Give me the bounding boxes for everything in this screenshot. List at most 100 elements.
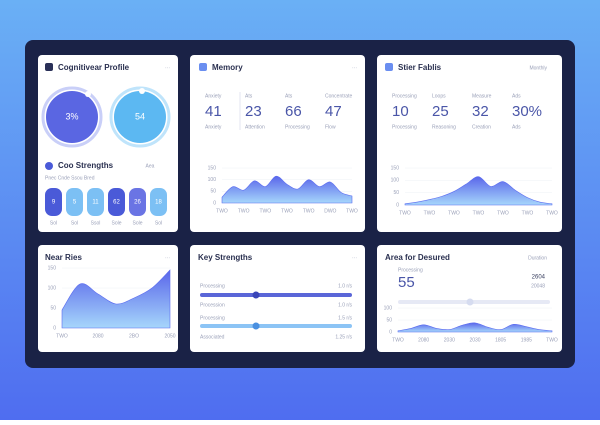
- y-tick-label: 0: [389, 329, 392, 335]
- ring-knob: [139, 88, 145, 94]
- label: 2604: [532, 275, 546, 281]
- y-tick-label: 50: [386, 317, 392, 323]
- pill: [87, 188, 104, 216]
- label: Ads: [512, 93, 521, 99]
- action: Aea: [146, 163, 155, 169]
- menu-dots[interactable]: ···: [165, 255, 170, 261]
- label: 1.0 r/s: [338, 302, 352, 308]
- icon: [45, 162, 53, 170]
- card-title: Area for Desured: [385, 253, 450, 262]
- pill: [66, 188, 83, 216]
- slider[interactable]: [200, 324, 352, 328]
- y-tick-label: 150: [208, 165, 217, 171]
- pill-label: Sol: [155, 220, 162, 226]
- pill-value: 18: [155, 200, 162, 206]
- stat-value: 25: [432, 103, 449, 120]
- card-title: Memory: [212, 63, 243, 72]
- menu-dots[interactable]: ···: [165, 65, 170, 71]
- ring-track: [41, 86, 103, 148]
- x-tick-label: DWO: [324, 208, 336, 214]
- label: Anxiety: [205, 93, 222, 99]
- label: 20048: [531, 283, 545, 289]
- pill-value: 26: [134, 200, 141, 206]
- label: 1.0 r/s: [338, 283, 352, 289]
- x-tick-label: 2050: [164, 333, 175, 339]
- pill-label: Sole: [132, 220, 142, 226]
- stat-value: 32: [472, 103, 489, 120]
- x-tick-label: TWO: [238, 208, 250, 214]
- dropdown[interactable]: Duration: [528, 255, 547, 261]
- card-title: Cognitivear Profile: [58, 63, 130, 72]
- x-tick-label: TWO: [497, 210, 509, 216]
- y-tick-label: 100: [391, 178, 400, 184]
- pill: [45, 188, 62, 216]
- x-tick-label: TWO: [56, 333, 68, 339]
- pill: [150, 188, 167, 216]
- slider-knob[interactable]: [252, 322, 260, 330]
- y-tick-label: 50: [50, 305, 56, 311]
- stat-value: 23: [245, 103, 262, 120]
- label: Processing: [392, 124, 417, 130]
- pill-value: 5: [73, 200, 77, 206]
- label: Procession: [200, 302, 225, 308]
- ring-track: [109, 86, 171, 148]
- pill-label: Sol: [50, 220, 57, 226]
- pill-label: Sol: [71, 220, 78, 226]
- y-tick-label: 100: [48, 285, 57, 291]
- stat-value: 47: [325, 103, 342, 120]
- stat-value: 41: [205, 103, 222, 120]
- section-title: Coo Strengths: [58, 161, 114, 170]
- label: Anxiety: [205, 124, 222, 130]
- label: Associated: [200, 334, 225, 340]
- slider-knob[interactable]: [466, 298, 474, 306]
- decor: [41, 63, 550, 330]
- x-tick-label: 2030: [469, 337, 480, 343]
- label: 1.5 r/s: [338, 315, 352, 321]
- y-tick-label: 50: [210, 189, 216, 195]
- card-title: Stier Fablis: [398, 63, 442, 72]
- big-value: 55: [398, 274, 415, 291]
- menu-dots[interactable]: ···: [352, 65, 357, 71]
- ring-value: 54: [135, 111, 145, 121]
- slider-knob[interactable]: [252, 291, 260, 299]
- x-tick-label: 2030: [444, 337, 455, 343]
- y-tick-label: 100: [208, 177, 217, 183]
- x-tick-label: TWO: [399, 210, 411, 216]
- slider[interactable]: [398, 300, 550, 304]
- pill-label: Ssol: [91, 220, 101, 226]
- stat-value: 10: [392, 103, 409, 120]
- y-tick-label: 150: [391, 165, 400, 171]
- card: [377, 55, 562, 232]
- x-tick-label: TWO: [522, 210, 534, 216]
- label: Processing: [285, 124, 310, 130]
- ring-value: 3%: [65, 111, 78, 121]
- label: Flow: [325, 124, 336, 130]
- card-title: Key Strengths: [198, 253, 253, 262]
- pill: [129, 188, 146, 216]
- area: [61, 269, 171, 329]
- dropdown[interactable]: Monthly: [529, 65, 547, 71]
- menu-dots[interactable]: ···: [352, 255, 357, 261]
- label: Concentrate: [325, 93, 352, 99]
- x-tick-label: TWO: [259, 208, 271, 214]
- y-tick-label: 0: [396, 202, 399, 208]
- x-tick-label: TWO: [216, 208, 228, 214]
- x-tick-label: TWO: [448, 210, 460, 216]
- label: Loops: [432, 93, 446, 99]
- label: Processing: [200, 283, 225, 289]
- x-tick-label: TWO: [346, 208, 358, 214]
- slider[interactable]: [200, 293, 352, 297]
- x-tick-label: TWO: [303, 208, 315, 214]
- x-tick-label: TWO: [281, 208, 293, 214]
- x-tick-label: TWO: [546, 210, 558, 216]
- legend: Pnec Cnde Ssou Bred: [45, 175, 95, 181]
- label: Creation: [472, 124, 491, 130]
- label: Attention: [245, 124, 265, 130]
- y-tick-label: 50: [393, 190, 399, 196]
- stat-value: 30%: [512, 103, 542, 120]
- x-tick-label: 2BO: [129, 333, 139, 339]
- card-title: Near Ries: [45, 253, 82, 262]
- x-tick-label: 2080: [418, 337, 429, 343]
- area: [397, 322, 553, 333]
